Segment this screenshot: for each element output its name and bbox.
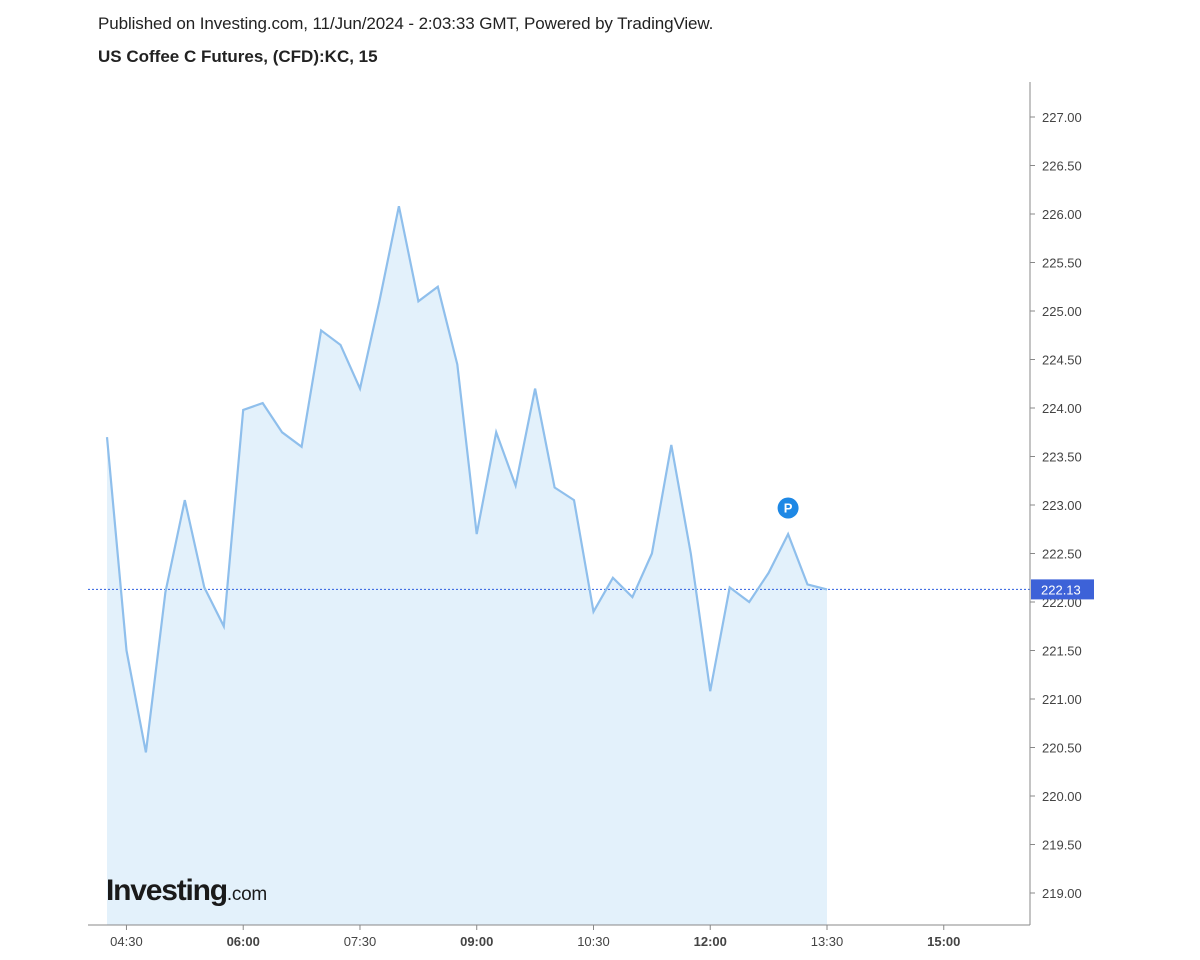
data-point[interactable] [571,497,577,503]
data-point[interactable] [260,400,266,406]
y-tick-label: 221.00 [1042,692,1082,707]
axes: 219.00 219.50 220.00 220.50 221.00 221.50 222.… [88,82,1094,949]
data-point[interactable] [396,203,402,209]
y-tick-label: 226.50 [1042,159,1082,174]
data-point[interactable] [824,586,830,592]
y-tick-label: 224.50 [1042,353,1082,368]
data-point[interactable] [591,609,597,615]
logo-suffix-text: .com [226,884,267,905]
data-point[interactable] [240,407,246,413]
last-price-label: 222.13 [1041,582,1081,597]
logo-main-text: Investing [106,874,228,907]
data-point[interactable] [143,749,149,755]
x-tick-label: 09:00 [460,934,493,949]
data-point[interactable] [629,594,635,600]
y-tick-label: 220.50 [1042,741,1082,756]
y-tick-label: 224.00 [1042,401,1082,416]
data-point[interactable] [201,584,207,590]
data-point[interactable] [318,327,324,333]
data-point[interactable] [746,599,752,605]
data-point[interactable] [474,531,480,537]
y-tick-label: 223.50 [1042,450,1082,465]
y-tick-label: 221.50 [1042,644,1082,659]
data-point[interactable] [435,284,441,290]
data-point[interactable] [415,298,421,304]
data-point[interactable] [649,551,655,557]
data-point[interactable] [532,386,538,392]
price-marker-label: P [784,501,793,516]
data-point[interactable] [279,429,285,435]
y-tick-label: 222.50 [1042,547,1082,562]
data-point[interactable] [785,531,791,537]
data-point[interactable] [221,623,227,629]
y-tick-label: 226.00 [1042,207,1082,222]
plot-area: P [88,203,1030,925]
data-point[interactable] [668,442,674,448]
y-tick-label: 219.50 [1042,838,1082,853]
data-point[interactable] [493,429,499,435]
data-point[interactable] [104,434,110,440]
y-tick-label: 220.00 [1042,789,1082,804]
data-point[interactable] [552,485,558,491]
data-point[interactable] [805,582,811,588]
y-tick-label: 219.00 [1042,886,1082,901]
series-line [105,205,828,753]
data-point[interactable] [513,483,519,489]
data-point[interactable] [299,444,305,450]
data-point[interactable] [454,361,460,367]
x-tick-label: 04:30 [110,934,143,949]
data-point[interactable] [766,570,772,576]
data-point[interactable] [162,589,168,595]
y-tick-label: 223.00 [1042,498,1082,513]
x-tick-label: 06:00 [227,934,260,949]
data-point[interactable] [707,688,713,694]
price-marker-badge[interactable] [777,497,799,519]
data-point[interactable] [688,551,694,557]
x-tick-label: 07:30 [344,934,377,949]
y-tick-label: 225.50 [1042,256,1082,271]
published-info: Published on Investing.com, 11/Jun/2024 … [98,14,714,33]
data-point[interactable] [357,386,363,392]
y-tick-label: 225.00 [1042,304,1082,319]
chart-title: US Coffee C Futures, (CFD):KC, 15 [98,47,378,66]
x-tick-label: 13:30 [811,934,844,949]
y-tick-label: 227.00 [1042,110,1082,125]
last-price-badge [1031,579,1094,600]
x-tick-label: 15:00 [927,934,960,949]
data-point[interactable] [182,497,188,503]
x-tick-label: 12:00 [694,934,727,949]
series-area [107,206,827,925]
data-point[interactable] [124,648,130,654]
x-tick-label: 10:30 [577,934,610,949]
investing-logo: Investing.com [106,874,267,908]
data-point[interactable] [727,584,733,590]
data-point[interactable] [338,342,344,348]
data-point[interactable] [376,298,382,304]
data-point[interactable] [610,575,616,581]
